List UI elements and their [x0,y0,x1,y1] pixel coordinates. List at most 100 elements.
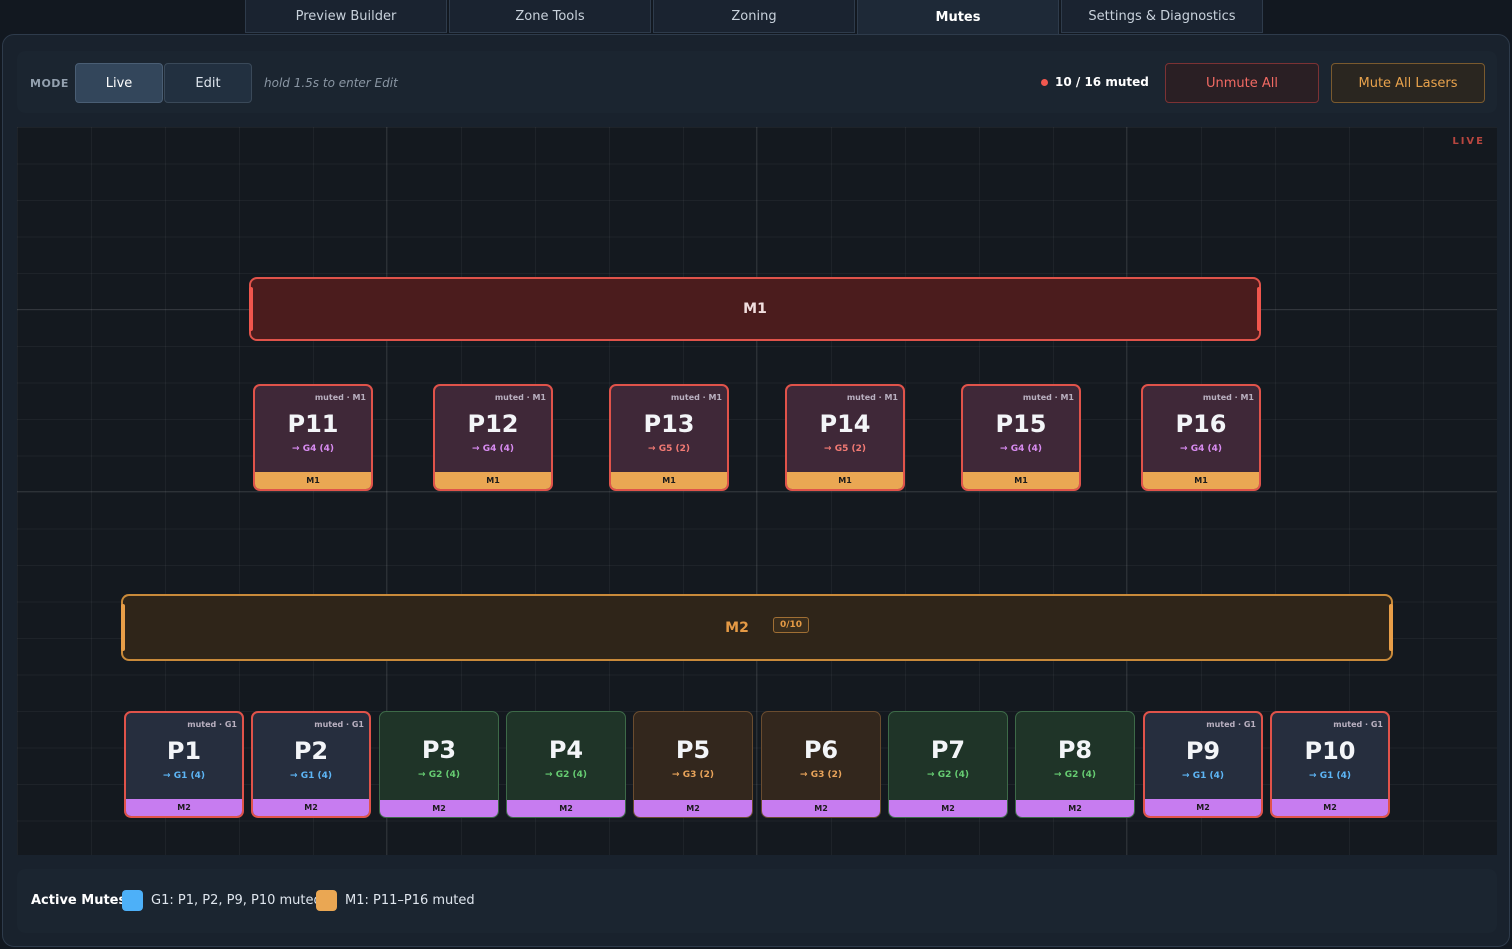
tile-footer: M2 [762,800,880,817]
tile-state: muted · G1 [314,720,364,729]
group-m1[interactable]: M1 [249,277,1261,341]
tile-state: muted · G1 [187,720,237,729]
tile-route: → G1 (4) [1309,771,1351,781]
tile-name: P2 [293,737,329,765]
tile-p3[interactable]: P3 → G2 (4) M2 [379,711,499,818]
tile-p11[interactable]: muted · M1 P11 → G4 (4) M1 [253,384,373,491]
tile-name: P11 [287,410,339,438]
tile-state: muted · M1 [670,393,722,402]
tab-preview-builder[interactable]: Preview Builder [245,0,447,33]
tile-route: → G1 (4) [290,771,332,781]
tile-route: → G3 (2) [800,770,842,780]
tile-state: muted · M1 [846,393,898,402]
tile-footer: M1 [255,472,371,489]
tile-route: → G4 (4) [292,444,334,454]
tile-name: P8 [1057,736,1093,764]
legend-item-text: G1: P1, P2, P9, P10 muted [151,893,322,908]
tile-route: → G2 (4) [927,770,969,780]
tab-bar: Preview Builder Zone Tools Zoning Mutes … [245,0,1263,35]
live-badge: LIVE [1452,136,1485,147]
tile-footer: M2 [1016,800,1134,817]
grid-axis [756,127,757,855]
tile-p6[interactable]: P6 → G3 (2) M2 [761,711,881,818]
tile-p14[interactable]: muted · M1 P14 → G5 (2) M1 [785,384,905,491]
tile-name: P16 [1175,410,1227,438]
tile-p2[interactable]: muted · G1 P2 → G1 (4) M2 [251,711,371,818]
tab-zone-tools[interactable]: Zone Tools [449,0,651,33]
tile-route: → G1 (4) [163,771,205,781]
tile-state: muted · M1 [314,393,366,402]
edit-hint: hold 1.5s to enter Edit [264,76,398,90]
grid-axis [386,127,387,855]
tab-settings-diagnostics[interactable]: Settings & Diagnostics [1061,0,1263,33]
tile-route: → G3 (2) [672,770,714,780]
tile-name: P1 [166,737,202,765]
tile-route: → G1 (4) [1182,771,1224,781]
tile-name: P5 [675,736,711,764]
group-m2-count-badge: 0/10 [773,617,810,633]
legend-title: Active Mutes [31,893,127,908]
tile-p5[interactable]: P5 → G3 (2) M2 [633,711,753,818]
tile-footer: M2 [380,800,498,817]
mute-canvas[interactable]: LIVE M1 muted · M1 P11 → G4 (4) M1 muted… [17,127,1497,855]
tile-state: muted · M1 [1022,393,1074,402]
tile-name: P14 [819,410,871,438]
tile-name: P9 [1185,737,1221,765]
tile-route: → G4 (4) [1000,444,1042,454]
tile-footer: M1 [963,472,1079,489]
tile-state: muted · G1 [1333,720,1383,729]
tile-route: → G2 (4) [545,770,587,780]
tile-name: P15 [995,410,1047,438]
tile-route: → G4 (4) [472,444,514,454]
tile-p4[interactable]: P4 → G2 (4) M2 [506,711,626,818]
tile-footer: M2 [634,800,752,817]
group-m2[interactable]: M2 0/10 [121,594,1393,661]
tile-footer: M1 [435,472,551,489]
tile-footer: M2 [1272,799,1388,816]
tile-footer: M2 [253,799,369,816]
tile-p10[interactable]: muted · G1 P10 → G1 (4) M2 [1270,711,1390,818]
tile-footer: M2 [1145,799,1261,816]
unmute-all-button[interactable]: Unmute All [1165,63,1319,103]
muted-count-text: 10 / 16 muted [1055,75,1149,89]
tile-p7[interactable]: P7 → G2 (4) M2 [888,711,1008,818]
group-m2-label: M2 [725,619,749,636]
tab-zoning[interactable]: Zoning [653,0,855,33]
tile-footer: M2 [889,800,1007,817]
mute-all-lasers-button[interactable]: Mute All Lasers [1331,63,1485,103]
tile-p15[interactable]: muted · M1 P15 → G4 (4) M1 [961,384,1081,491]
tile-p13[interactable]: muted · M1 P13 → G5 (2) M1 [609,384,729,491]
tile-route: → G4 (4) [1180,444,1222,454]
grid-axis [17,491,1497,492]
tile-name: P7 [930,736,966,764]
legend-item-text: M1: P11–P16 muted [345,893,475,908]
tile-footer: M1 [787,472,903,489]
tile-p16[interactable]: muted · M1 P16 → G4 (4) M1 [1141,384,1261,491]
g1-swatch [122,890,143,911]
status-dot-icon [1041,78,1048,86]
tile-route: → G2 (4) [1054,770,1096,780]
tile-name: P3 [421,736,457,764]
toolbar: MODE Live Edit hold 1.5s to enter Edit 1… [17,51,1497,113]
tile-route: → G5 (2) [648,444,690,454]
mode-label: MODE [30,77,69,90]
tile-footer: M2 [126,799,242,816]
tile-name: P4 [548,736,584,764]
tile-route: → G2 (4) [418,770,460,780]
tile-name: P12 [467,410,519,438]
tile-p9[interactable]: muted · G1 P9 → G1 (4) M2 [1143,711,1263,818]
mutes-panel: MODE Live Edit hold 1.5s to enter Edit 1… [2,34,1510,947]
legend-item-g1: G1: P1, P2, P9, P10 muted [122,890,322,911]
group-m1-label: M1 [743,301,767,317]
edit-mode-button[interactable]: Edit [164,63,252,103]
tile-state: muted · M1 [1202,393,1254,402]
tile-p1[interactable]: muted · G1 P1 → G1 (4) M2 [124,711,244,818]
muted-count-status: 10 / 16 muted [1041,75,1149,89]
m1-swatch [316,890,337,911]
tab-mutes[interactable]: Mutes [857,0,1059,35]
tile-p12[interactable]: muted · M1 P12 → G4 (4) M1 [433,384,553,491]
tile-p8[interactable]: P8 → G2 (4) M2 [1015,711,1135,818]
legend-item-m1: M1: P11–P16 muted [316,890,475,911]
live-mode-button[interactable]: Live [75,63,163,103]
tile-footer: M1 [1143,472,1259,489]
